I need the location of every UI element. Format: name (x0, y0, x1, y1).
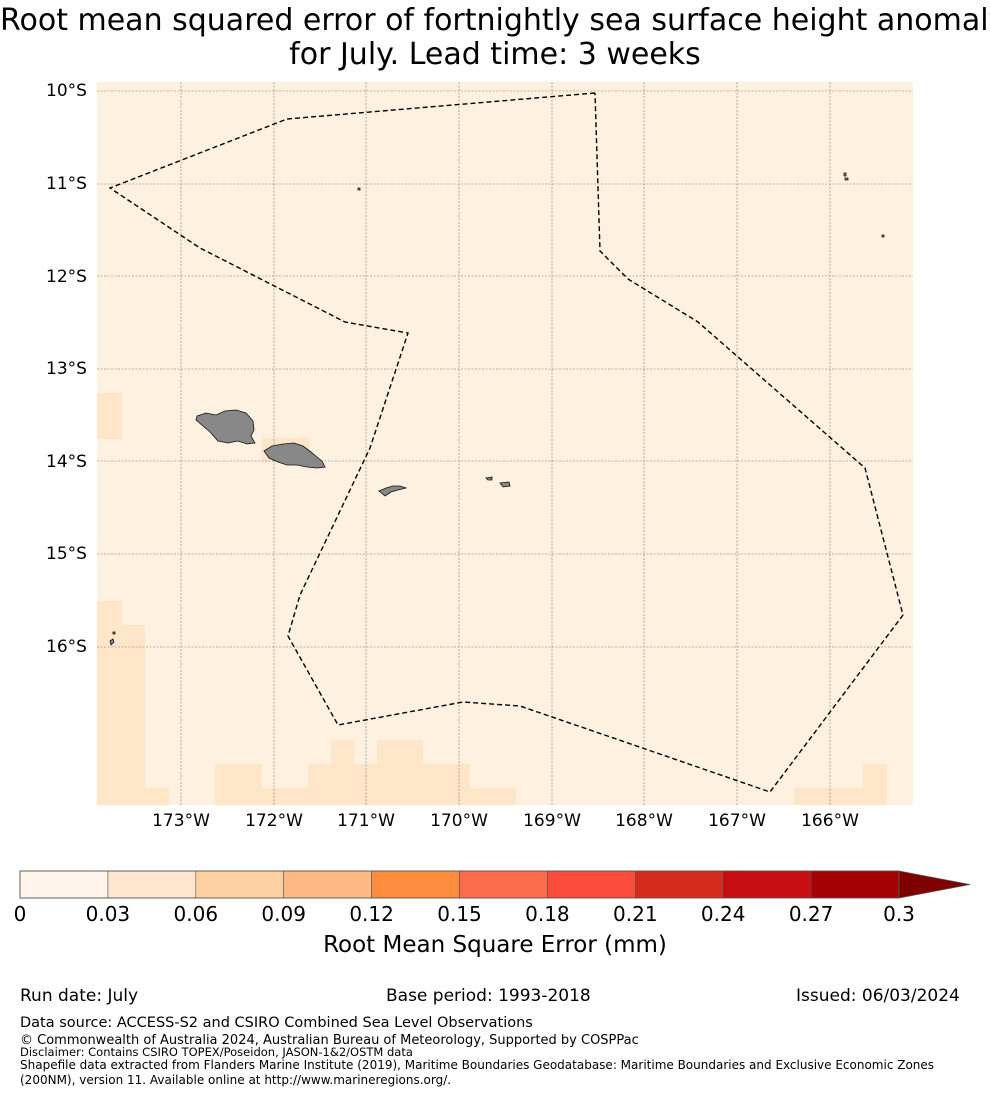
title-line-2: for July. Lead time: 3 weeks (289, 37, 701, 72)
rmse-cell (97, 393, 122, 439)
gridlines (97, 82, 913, 805)
rmse-cell (377, 740, 423, 805)
colorbar-label: Root Mean Square Error (mm) (323, 932, 667, 958)
data-source: Data source: ACCESS-S2 and CSIRO Combine… (20, 1015, 533, 1031)
map-panel (97, 82, 913, 805)
colorbar-tick-label: 0.09 (261, 902, 306, 926)
rmse-cell (97, 601, 122, 805)
islet-ne-3 (881, 234, 885, 238)
islands (109, 172, 885, 646)
title-line-1: Root mean squared error of fortnightly s… (0, 3, 990, 38)
savaii-island (195, 409, 256, 445)
colorbar-tick-label: 0.3 (883, 902, 915, 926)
islet-sw-2 (109, 638, 115, 646)
rmse-cell (423, 764, 470, 805)
base-period: Base period: 1993-2018 (386, 986, 591, 1006)
colorbar-tick-label: 0.15 (437, 902, 482, 926)
colorbar-tick-label: 0.12 (349, 902, 394, 926)
rmse-cells (97, 393, 887, 805)
rmse-cell (470, 788, 516, 805)
rmse-cell (794, 788, 863, 805)
colorbar-tick-label: 0.03 (85, 902, 131, 926)
rmse-cell (308, 764, 331, 805)
lon-label-169w: 169°W (523, 811, 581, 831)
colorbar-segment (722, 870, 812, 899)
colorbar-segment (459, 870, 548, 899)
eez-boundary (108, 92, 904, 793)
lat-label-15s: 15°S (46, 544, 87, 564)
colorbar-tick-label: 0.18 (525, 902, 570, 926)
boundary-north-west (108, 92, 904, 793)
colorbar-segment (547, 870, 636, 899)
islet-ne-1 (843, 172, 847, 177)
tutuila-island (378, 485, 408, 497)
rmse-cell (122, 625, 145, 805)
colorbar-segment (19, 870, 109, 899)
map-background (97, 82, 913, 805)
lon-label-167w: 167°W (708, 811, 766, 831)
lon-label-166w: 166°W (801, 811, 859, 831)
colorbar-tick-label: 0.27 (788, 902, 834, 926)
lon-label-173w: 173°W (152, 811, 210, 831)
rmse-cell (354, 764, 377, 805)
chart-title: Root mean squared error of fortnightly s… (0, 4, 990, 72)
lat-label-10s: 10°S (46, 81, 87, 101)
run-date: Run date: July (20, 986, 139, 1006)
colorbar-tick-label: 0.06 (173, 902, 219, 926)
rmse-cell (145, 788, 169, 805)
lat-label-13s: 13°S (46, 359, 87, 379)
ofu-island (485, 476, 493, 481)
tau-island (499, 481, 511, 488)
shapefile-credit: Shapefile data extracted from Flanders M… (20, 1058, 935, 1087)
upolu-island (263, 442, 326, 469)
rmse-cell (331, 740, 354, 805)
colorbar-tick-label: 0.24 (700, 902, 746, 926)
colorbar-extend-arrow (898, 870, 971, 899)
islet-sw-1 (112, 631, 116, 635)
lat-label-16s: 16°S (46, 637, 87, 657)
colorbar-tick-label: 0.21 (613, 902, 658, 926)
colorbar-segment (810, 870, 900, 899)
lat-label-14s: 14°S (46, 452, 87, 472)
disclaimer: Disclaimer: Contains CSIRO TOPEX/Poseido… (20, 1045, 413, 1059)
colorbar-segment (371, 870, 460, 899)
lon-label-171w: 171°W (337, 811, 395, 831)
swains-island (357, 187, 361, 191)
colorbar (19, 870, 971, 899)
colorbar-segment (107, 870, 197, 899)
rmse-cell (215, 764, 262, 805)
lon-label-172w: 172°W (245, 811, 303, 831)
lon-label-170w: 170°W (430, 811, 488, 831)
islet-ne-2 (844, 177, 849, 181)
lat-label-11s: 11°S (46, 174, 87, 194)
lon-label-168w: 168°W (615, 811, 673, 831)
lat-label-12s: 12°S (46, 267, 87, 287)
colorbar-frame (19, 870, 900, 899)
colorbar-segment (283, 870, 372, 899)
rmse-cell (863, 764, 887, 805)
copyright: © Commonwealth of Australia 2024, Austra… (20, 1033, 639, 1048)
colorbar-tick-label: 0 (13, 902, 27, 926)
colorbar-segment (634, 870, 724, 899)
issued-date: Issued: 06/03/2024 (796, 986, 960, 1006)
colorbar-segment (195, 870, 285, 899)
rmse-cell (262, 788, 308, 805)
